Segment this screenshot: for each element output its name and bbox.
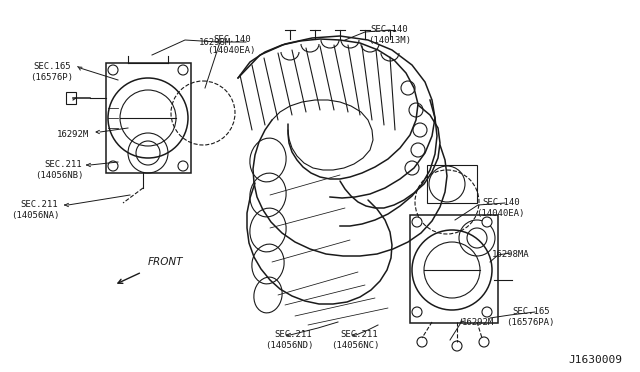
Text: (14056NC): (14056NC) bbox=[331, 341, 380, 350]
Text: (14040EA): (14040EA) bbox=[476, 209, 524, 218]
Text: SEC.211: SEC.211 bbox=[274, 330, 312, 339]
Text: (16576PA): (16576PA) bbox=[506, 318, 554, 327]
Text: J1630009: J1630009 bbox=[568, 355, 622, 365]
Text: 16298M: 16298M bbox=[199, 38, 231, 47]
Text: FRONT: FRONT bbox=[148, 257, 184, 267]
Circle shape bbox=[412, 217, 422, 227]
Bar bbox=[66, 92, 76, 104]
Text: SEC.140: SEC.140 bbox=[370, 25, 408, 34]
Text: SEC.211: SEC.211 bbox=[340, 330, 378, 339]
Bar bbox=[106, 63, 191, 173]
Circle shape bbox=[108, 65, 118, 75]
Text: SEC.211: SEC.211 bbox=[20, 200, 58, 209]
Text: (14013M): (14013M) bbox=[368, 36, 411, 45]
Text: (14040EA): (14040EA) bbox=[207, 46, 255, 55]
Bar bbox=[410, 215, 498, 323]
Text: SEC.211: SEC.211 bbox=[44, 160, 82, 169]
Text: 16292M: 16292M bbox=[462, 318, 494, 327]
Text: (14056NA): (14056NA) bbox=[11, 211, 60, 220]
Circle shape bbox=[412, 307, 422, 317]
Text: 16298MA: 16298MA bbox=[492, 250, 530, 259]
Circle shape bbox=[482, 217, 492, 227]
Text: SEC.165: SEC.165 bbox=[512, 307, 550, 316]
Text: (16576P): (16576P) bbox=[30, 73, 73, 82]
Circle shape bbox=[178, 161, 188, 171]
Text: (14056NB): (14056NB) bbox=[35, 171, 83, 180]
Circle shape bbox=[482, 307, 492, 317]
Circle shape bbox=[178, 65, 188, 75]
Text: 16292M: 16292M bbox=[57, 130, 89, 139]
Text: SEC.140: SEC.140 bbox=[213, 35, 251, 44]
Text: (14056ND): (14056ND) bbox=[265, 341, 314, 350]
Circle shape bbox=[108, 161, 118, 171]
Bar bbox=[427, 165, 477, 203]
Text: SEC.140: SEC.140 bbox=[482, 198, 520, 207]
Text: SEC.165: SEC.165 bbox=[33, 62, 70, 71]
